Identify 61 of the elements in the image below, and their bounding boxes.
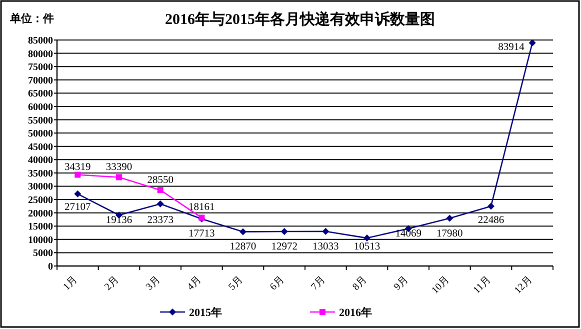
- data-label: 33390: [106, 162, 132, 173]
- data-label: 19136: [106, 215, 132, 226]
- x-tick-label: 1月: [61, 274, 80, 293]
- data-label: 22486: [478, 215, 504, 226]
- data-label: 27107: [64, 202, 91, 213]
- y-tick-label: 35000: [28, 168, 53, 180]
- point: [528, 39, 536, 46]
- point: [488, 202, 494, 210]
- annotation: 单位：件: [10, 13, 54, 25]
- point: [74, 172, 81, 178]
- y-tick-label: 40000: [28, 155, 53, 166]
- point: [364, 234, 370, 242]
- y-tick-label: 70000: [28, 75, 53, 86]
- legend-label: 2016年: [339, 306, 372, 319]
- x-tick-label: 4月: [185, 274, 204, 293]
- y-tick-label: 65000: [28, 88, 53, 100]
- x-tick-label: 8月: [350, 274, 370, 293]
- point: [157, 187, 164, 194]
- x-tick-label: 9月: [392, 274, 410, 293]
- y-tick-label: 55000: [28, 115, 53, 126]
- point: [74, 190, 82, 198]
- point: [280, 228, 288, 236]
- y-tick-label: 80000: [28, 48, 53, 60]
- data-label: 10513: [354, 242, 380, 253]
- y-tick-label: 60000: [28, 102, 53, 113]
- data-label: 18161: [188, 202, 215, 213]
- y-tick-label: 15000: [28, 222, 53, 233]
- x-tick-label: 7月: [309, 274, 328, 293]
- y-tick-label: 0: [48, 262, 53, 272]
- point: [116, 174, 122, 180]
- data-label: 28550: [147, 175, 174, 186]
- y-tick-label: 85000: [28, 36, 53, 46]
- data-label: 34319: [64, 162, 91, 173]
- data-label: 23373: [147, 215, 174, 226]
- x-tick-label: 11月: [471, 274, 494, 296]
- y-tick-label: 75000: [28, 62, 53, 74]
- data-label: 12870: [230, 242, 256, 253]
- x-tick-label: 3月: [144, 274, 162, 293]
- data-label: 17980: [436, 228, 463, 240]
- x-tick-label: 12月: [512, 274, 534, 296]
- title: 2016年与2015年各月快递有效申诉数量图: [165, 12, 435, 28]
- point: [322, 228, 330, 235]
- x-tick-label: 2月: [102, 274, 122, 293]
- y-tick-label: 10000: [28, 234, 53, 246]
- point: [446, 214, 454, 222]
- y-tick-label: 45000: [28, 142, 53, 153]
- legend-label: 2015年: [189, 306, 222, 319]
- x-tick-label: 6月: [268, 274, 286, 293]
- data-label: 83914: [498, 42, 526, 54]
- y-tick-label: 30000: [28, 182, 53, 193]
- y-tick-label: 5000: [33, 248, 53, 260]
- data-label: 17713: [188, 228, 215, 240]
- y-tick-label: 50000: [28, 128, 53, 140]
- y-tick-label: 25000: [28, 195, 53, 206]
- data-label: 12972: [271, 242, 298, 253]
- data-label: 13033: [312, 242, 339, 253]
- point: [240, 228, 246, 236]
- x-tick-label: 5月: [226, 274, 246, 293]
- y-tick-label: 20000: [28, 208, 53, 220]
- x-tick-label: 10月: [430, 274, 452, 296]
- point: [156, 200, 164, 208]
